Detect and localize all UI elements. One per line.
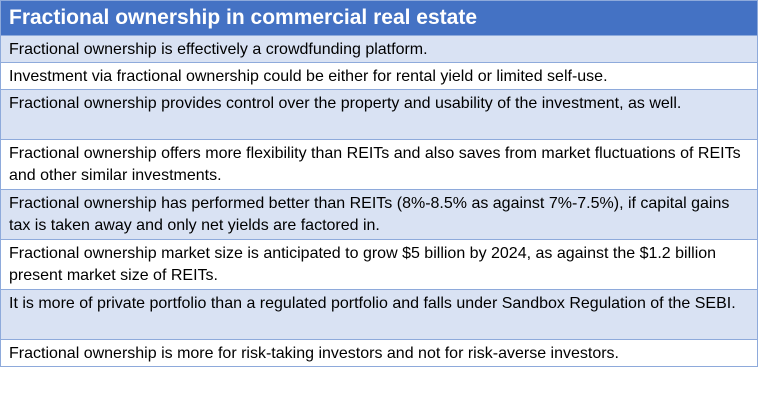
- table-title: Fractional ownership in commercial real …: [1, 1, 757, 36]
- table-row: Fractional ownership offers more flexibi…: [1, 140, 757, 190]
- table-row: Fractional ownership is effectively a cr…: [1, 36, 757, 63]
- info-table: Fractional ownership in commercial real …: [0, 0, 758, 367]
- table-row: It is more of private portfolio than a r…: [1, 290, 757, 340]
- table-row: Investment via fractional ownership coul…: [1, 63, 757, 90]
- table-row: Fractional ownership has performed bette…: [1, 190, 757, 240]
- table-row: Fractional ownership is more for risk-ta…: [1, 340, 757, 367]
- table-row: Fractional ownership provides control ov…: [1, 90, 757, 140]
- table-row: Fractional ownership market size is anti…: [1, 240, 757, 290]
